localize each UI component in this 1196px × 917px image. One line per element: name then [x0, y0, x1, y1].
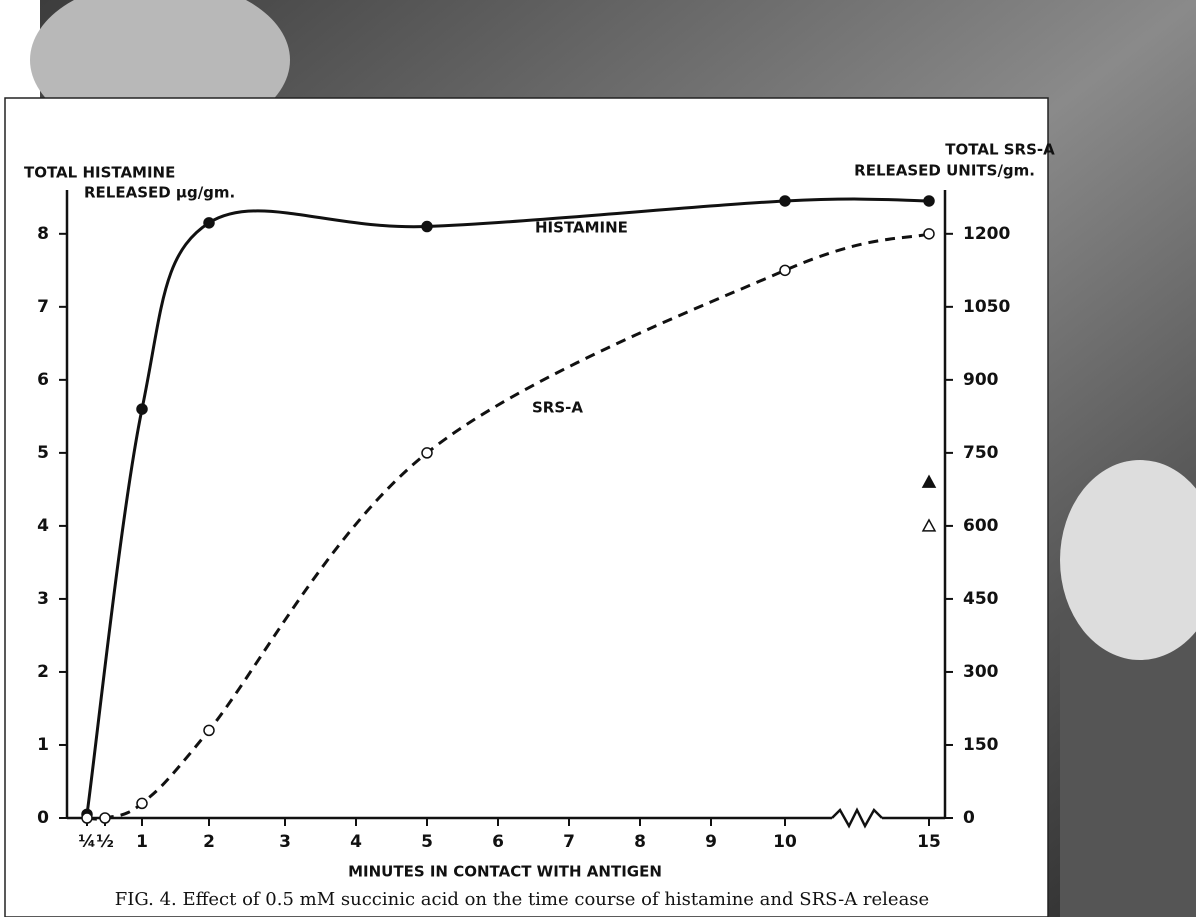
y-tick-label: 4: [37, 516, 49, 536]
data-point: [923, 195, 935, 207]
y2-axis-title: RELEASED UNITS/gm.: [854, 162, 1035, 180]
data-point: [99, 812, 111, 824]
x-tick-label: 2: [203, 832, 215, 852]
x-axis-title: MINUTES IN CONTACT WITH ANTIGEN: [348, 863, 662, 881]
chart-panel: [4, 97, 1049, 917]
series-label: HISTAMINE: [535, 219, 628, 237]
y2-tick-label: 1200: [963, 224, 1010, 244]
y2-tick-label: 300: [963, 662, 999, 682]
caption: FIG. 4. Effect of 0.5 mM succinic acid o…: [115, 889, 929, 910]
y2-axis-title: TOTAL SRS-A: [945, 141, 1055, 159]
y2-tick-label: 0: [963, 808, 975, 828]
data-point: [779, 195, 791, 207]
data-point: [421, 447, 433, 459]
x-tick-label: 15: [917, 832, 941, 852]
x-tick-label: 9: [705, 832, 717, 852]
triangle-point: [921, 474, 937, 488]
data-point: [203, 724, 215, 737]
x-tick-label: 4: [350, 832, 362, 852]
data-point: [81, 812, 93, 824]
y-tick-label: 8: [37, 224, 49, 244]
y-tick-label: 0: [37, 808, 49, 828]
plot: ¼ ½ 1 2 3 4 5 6 7 8 9 10 150123456780150300450600750…: [37, 190, 1010, 852]
x-tick-label: 1: [136, 832, 148, 852]
axis-break: [831, 807, 883, 829]
y-tick-label: 5: [37, 443, 49, 463]
y2-tick-label: 600: [963, 516, 999, 536]
y2-tick-label: 1050: [963, 297, 1010, 317]
series-line: [86, 232, 930, 821]
data-point: [136, 403, 148, 415]
x-tick-label: 8: [634, 832, 646, 852]
y-tick-label: 3: [37, 589, 49, 609]
x-tick-label: 5: [421, 832, 433, 852]
x-tick-label: ½: [96, 832, 114, 852]
x-tick-label: 6: [492, 832, 504, 852]
x-tick-label: 3: [279, 832, 291, 852]
y-tick-label: 7: [37, 297, 49, 317]
data-point: [136, 797, 148, 810]
data-point: [779, 264, 791, 277]
y2-tick-label: 900: [963, 370, 999, 390]
x-tick-label: 7: [563, 832, 575, 852]
y-axis-title: RELEASED µg/gm.: [84, 184, 235, 202]
x-tick-label: ¼: [78, 832, 96, 852]
y-tick-label: 6: [37, 370, 49, 390]
y2-tick-label: 150: [963, 735, 999, 755]
y-tick-label: 1: [37, 735, 49, 755]
series-label: SRS-A: [532, 399, 583, 417]
triangle-point: [921, 518, 937, 532]
data-point: [203, 217, 215, 229]
data-point: [421, 220, 433, 233]
data-point: [923, 228, 935, 240]
y2-tick-label: 750: [963, 443, 999, 463]
photo-bench: [1060, 620, 1196, 917]
photo-hand: [1060, 460, 1196, 660]
y-tick-label: 2: [37, 662, 49, 682]
y2-tick-label: 450: [963, 589, 999, 609]
x-tick-label: 10: [773, 832, 797, 852]
y-axis-title: TOTAL HISTAMINE: [24, 164, 175, 182]
